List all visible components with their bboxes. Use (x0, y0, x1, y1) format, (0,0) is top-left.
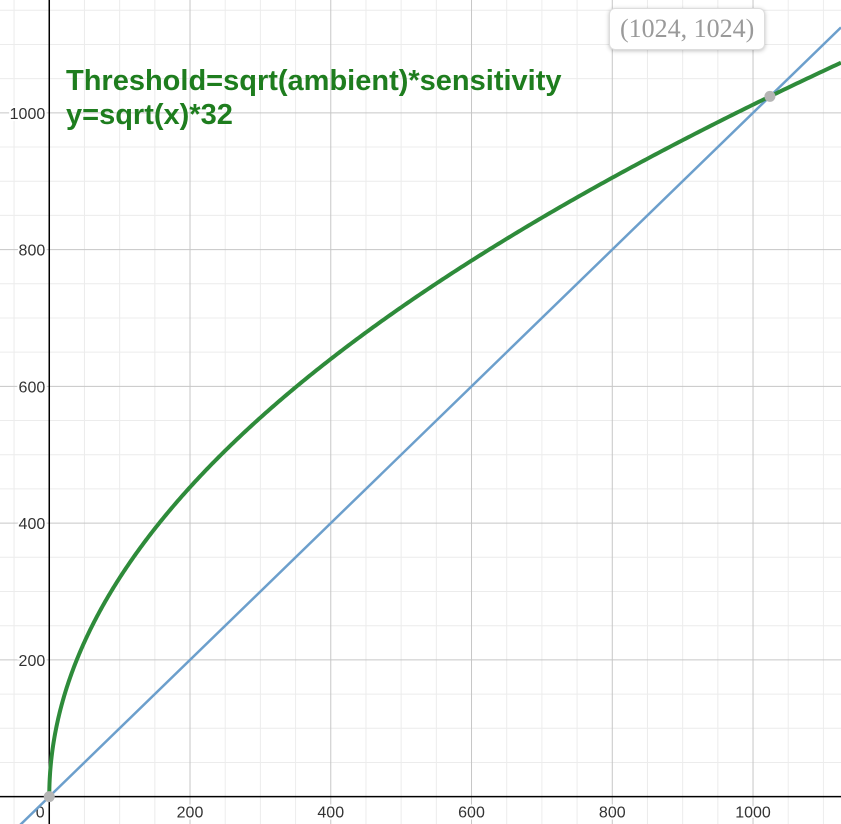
identity-line[interactable] (0, 26, 841, 824)
x-tick-label: 1000 (735, 805, 771, 822)
intersection-point[interactable] (764, 90, 776, 102)
x-tick-label: 200 (177, 805, 204, 822)
curves[interactable] (0, 26, 841, 824)
origin-point[interactable] (43, 791, 55, 803)
x-tick-label: 600 (458, 805, 485, 822)
annotation-line-2: y=sqrt(x)*32 (66, 99, 233, 131)
function-annotation: Threshold=sqrt(ambient)*sensitivity y=sq… (66, 64, 562, 132)
sqrt-curve[interactable] (47, 60, 841, 798)
y-tick-label: 1000 (10, 106, 46, 123)
intersection-point-label: (1024, 1024) (609, 8, 766, 50)
x-tick-label: 800 (599, 805, 626, 822)
points[interactable] (43, 90, 776, 803)
y-tick-label: 200 (19, 653, 46, 670)
x-tick-label: 400 (317, 805, 344, 822)
y-tick-label: 600 (19, 379, 46, 396)
y-tick-label: 800 (19, 243, 46, 260)
y-tick-label: 400 (19, 516, 46, 533)
annotation-line-1: Threshold=sqrt(ambient)*sensitivity (66, 65, 562, 97)
